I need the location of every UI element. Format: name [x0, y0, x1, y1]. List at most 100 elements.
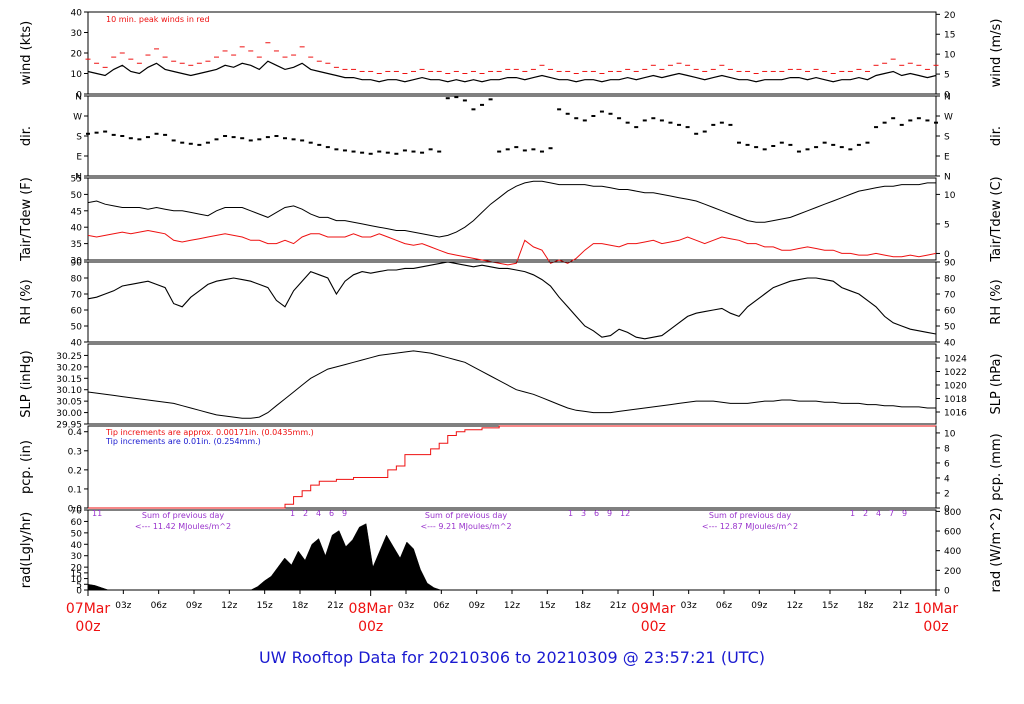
precipitation-left-tick-label: 0.2 — [68, 466, 82, 476]
direction-left-tick-label: W — [73, 113, 82, 123]
x-axis-tick-label: 18z — [857, 601, 873, 611]
wind-panel-frame — [87, 11, 937, 95]
precipitation-right-tick-label: 10 — [944, 429, 956, 439]
wind-right-tick-label: 15 — [944, 31, 955, 41]
humidity-left-axis-label: RH (%) — [19, 279, 34, 324]
radiation-hour-mark: 1 — [290, 509, 295, 518]
radiation-left-tick-label: 20 — [71, 564, 83, 574]
radiation-daily-sum-label: Sum of previous day — [709, 511, 791, 520]
temperature-left-tick-label: 40 — [71, 224, 83, 234]
wind-left-tick-label: 30 — [71, 29, 83, 39]
x-axis-tick-label: 03z — [681, 601, 697, 611]
pressure-right-tick-label: 1016 — [944, 409, 967, 419]
radiation-hour-mark: 1 — [568, 509, 573, 518]
radiation-left-tick-label: 5 — [76, 581, 82, 591]
wind-left-tick-label: 0 — [76, 91, 82, 101]
radiation-hour-mark: 2 — [303, 509, 308, 518]
radiation-hour-mark: 1 — [850, 509, 855, 518]
x-axis-tick-label: 06z — [151, 601, 167, 611]
precipitation-note-red: Tip increments are approx. 0.00171in. (0… — [105, 428, 314, 437]
direction-left-tick-label: S — [76, 133, 82, 143]
x-axis-tick-label: 21z — [327, 601, 343, 611]
radiation-right-tick-label: 400 — [944, 547, 961, 557]
x-axis-day-hour-label: 00z — [923, 619, 948, 635]
wind-right-tick-label: 0 — [944, 91, 950, 101]
radiation-right-tick-label: 200 — [944, 567, 961, 577]
radiation-left-axis-label: rad(Lgly/hr) — [19, 512, 34, 588]
humidity-left-tick-label: 40 — [71, 339, 83, 349]
temperature-right-tick-label: 0 — [944, 250, 950, 260]
pressure-left-axis-label: SLP (inHg) — [19, 350, 34, 418]
direction-left-tick-label: N — [75, 173, 82, 183]
temperature-left-tick-label: 35 — [71, 240, 82, 250]
direction-right-axis-label: dir. — [989, 126, 1004, 146]
precipitation-right-tick-label: 8 — [944, 444, 950, 454]
humidity-panel-frame — [87, 261, 937, 343]
x-axis-day-hour-label: 00z — [641, 619, 666, 635]
direction-right-tick-label: W — [944, 113, 953, 123]
x-axis-day-label: 09Mar — [631, 601, 675, 617]
radiation-left-tick-label: 60 — [71, 518, 83, 528]
radiation-hour-mark: 9 — [342, 509, 347, 518]
temperature-left-tick-label: 45 — [71, 207, 82, 217]
humidity-left-tick-label: 90 — [71, 259, 83, 269]
precipitation-right-tick-label: 6 — [944, 459, 950, 469]
x-axis-tick-label: 15z — [539, 601, 555, 611]
radiation-daily-sum-label: Sum of previous day — [142, 511, 224, 520]
dewpoint-line — [87, 229, 937, 266]
humidity-left-tick-label: 50 — [71, 323, 83, 333]
temperature-panel-frame — [87, 177, 937, 261]
x-axis-day-hour-label: 00z — [75, 619, 100, 635]
radiation-daily-sum-value: <--- 9.21 MJoules/m^2 — [420, 522, 511, 531]
x-axis-day-label: 07Mar — [66, 601, 110, 617]
pressure-line — [87, 350, 936, 419]
pressure-panel-frame — [87, 343, 937, 425]
humidity-left-tick-label: 60 — [71, 307, 83, 317]
x-axis-tick-label: 06z — [716, 601, 732, 611]
x-axis-tick-label: 15z — [257, 601, 273, 611]
x-axis-day-hour-label: 00z — [358, 619, 383, 635]
radiation-hour-mark: 12 — [620, 509, 630, 518]
x-axis-tick-label: 21z — [610, 601, 626, 611]
wind-right-tick-label: 20 — [944, 11, 956, 21]
wind-right-tick-label: 5 — [944, 71, 950, 81]
precipitation-right-tick-label: 4 — [944, 474, 950, 484]
radiation-daily-sum-value: <--- 12.87 MJoules/m^2 — [702, 522, 798, 531]
x-axis-day-label: 10Mar — [914, 601, 958, 617]
wind-left-tick-label: 10 — [71, 70, 83, 80]
temperature-right-tick-label: 10 — [944, 191, 956, 201]
pressure-left-tick-label: 30.15 — [56, 375, 82, 385]
direction-right-tick-label: N — [944, 93, 951, 103]
pressure-left-tick-label: 30.20 — [56, 363, 82, 373]
radiation-hour-mark: 2 — [863, 509, 868, 518]
precipitation-right-tick-label: 2 — [944, 489, 950, 499]
radiation-hour-mark: 4 — [876, 509, 881, 518]
humidity-right-tick-label: 60 — [944, 307, 956, 317]
radiation-hour-mark: 6 — [329, 509, 334, 518]
radiation-left-tick-label: 15 — [71, 569, 82, 579]
precipitation-right-axis-label: pcp. (mm) — [989, 433, 1004, 500]
radiation-hour-mark: 3 — [581, 509, 586, 518]
humidity-right-tick-label: 40 — [944, 339, 956, 349]
radiation-hour-mark: 4 — [316, 509, 321, 518]
direction-left-axis-label: dir. — [19, 126, 34, 146]
pressure-right-tick-label: 1020 — [944, 382, 967, 392]
precipitation-right-tick-label: 0 — [944, 505, 950, 515]
radiation-right-tick-label: 0 — [944, 587, 950, 597]
temperature-right-axis-label: Tair/Tdew (C) — [989, 176, 1004, 262]
direction-right-tick-label: S — [944, 133, 950, 143]
pressure-left-tick-label: 29.95 — [56, 421, 82, 431]
direction-left-tick-label: E — [76, 153, 82, 163]
pressure-right-tick-label: 1024 — [944, 355, 967, 365]
precipitation-left-tick-label: 0.4 — [68, 428, 83, 438]
humidity-right-tick-label: 80 — [944, 275, 956, 285]
precipitation-note-blue: Tip increments are 0.01in. (0.254mm.) — [105, 437, 261, 446]
humidity-right-tick-label: 70 — [944, 291, 956, 301]
direction-right-tick-label: E — [944, 153, 950, 163]
x-axis-tick-label: 09z — [469, 601, 485, 611]
humidity-line — [87, 261, 937, 340]
x-axis-tick-label: 09z — [751, 601, 767, 611]
wind-speed-line — [87, 60, 937, 83]
